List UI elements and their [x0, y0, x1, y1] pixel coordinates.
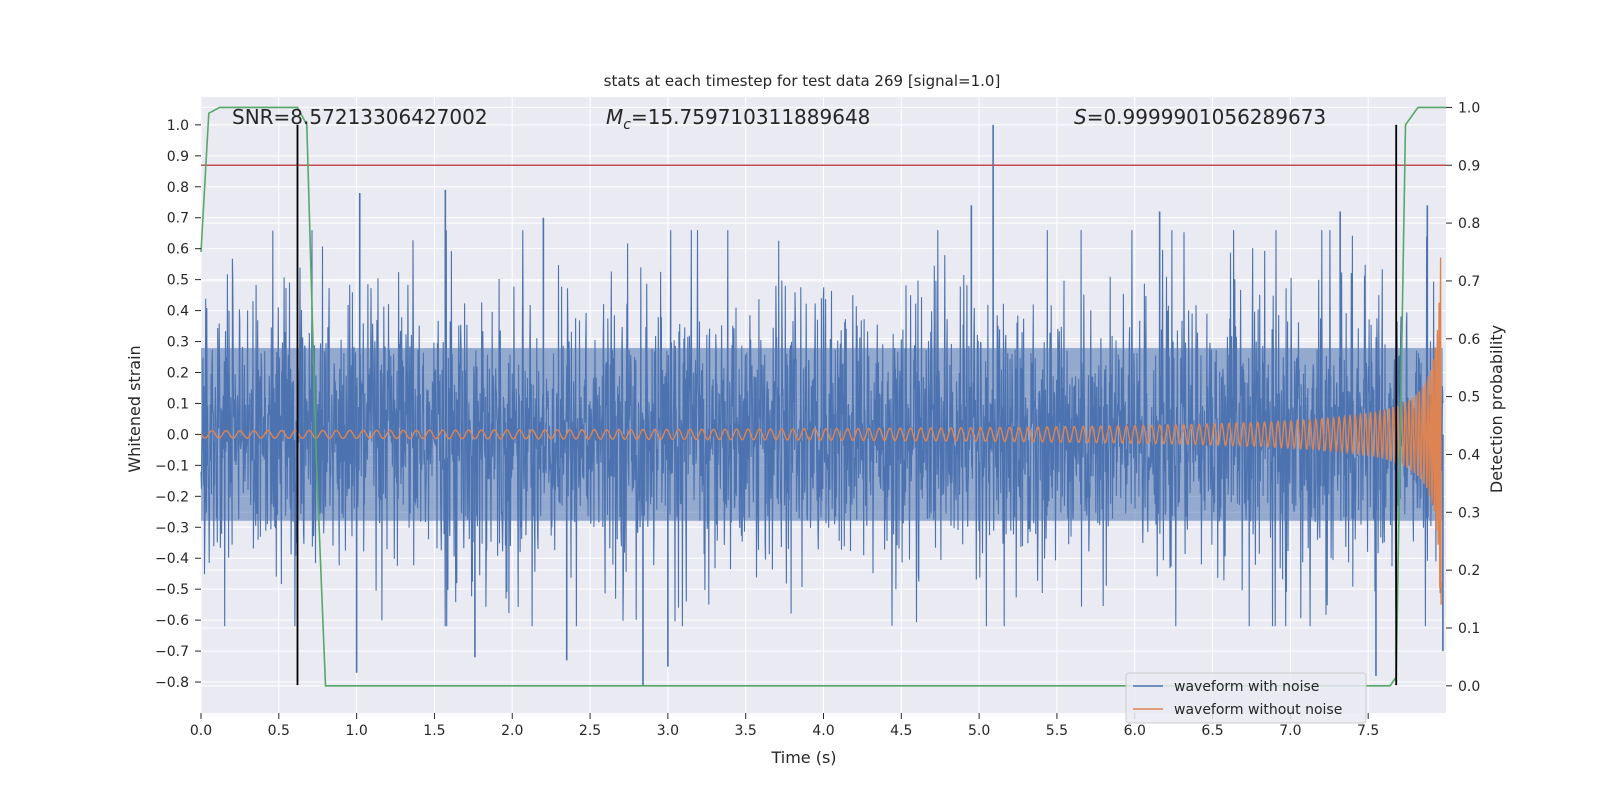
legend-label-clean: waveform without noise [1174, 702, 1342, 718]
x-tick-label: 2.0 [501, 723, 523, 739]
y2-tick-label: 0.7 [1458, 274, 1480, 290]
y-tick-label: 1.0 [167, 118, 189, 134]
y2-tick-label: 0.3 [1458, 505, 1480, 521]
y-tick-label: −0.2 [155, 489, 189, 505]
y-tick-label: −0.1 [155, 458, 189, 474]
x-tick-label: 1.5 [423, 723, 445, 739]
y-tick-label: −0.3 [155, 520, 189, 536]
s-value: =0.9999901056289673 [1087, 105, 1326, 129]
x-tick-label: 5.5 [1046, 723, 1068, 739]
y-tick-label: 0.3 [167, 335, 189, 351]
y2-tick-label: 0.8 [1458, 216, 1480, 232]
x-tick-label: 0.5 [268, 723, 290, 739]
y-tick-label: 0.2 [167, 365, 189, 381]
y-tick-label: 0.1 [167, 396, 189, 412]
s-annotation: S=0.9999901056289673 [1074, 105, 1326, 129]
series-waveform-without-noise [200, 257, 1442, 605]
x-tick-label: 7.0 [1279, 723, 1301, 739]
y-tick-label: −0.7 [155, 644, 189, 660]
x-tick-label: 1.0 [345, 723, 367, 739]
y-tick-label: −0.6 [155, 613, 189, 629]
x-tick-label: 7.5 [1357, 723, 1379, 739]
y2-tick-label: 0.6 [1458, 332, 1480, 348]
x-tick-label: 6.5 [1201, 723, 1223, 739]
series-layer [200, 106, 1446, 687]
y2-tick-label: 0.1 [1458, 621, 1480, 637]
x-tick-label: 4.5 [890, 723, 912, 739]
mc-subscript: c [623, 117, 631, 133]
legend-label-noisy: waveform with noise [1174, 679, 1319, 695]
legend: waveform with noise waveform without noi… [1125, 672, 1367, 724]
s-symbol: S [1074, 105, 1087, 129]
y-tick-label: −0.8 [155, 675, 189, 691]
y2-tick-label: 0.2 [1458, 563, 1480, 579]
y-tick-label: −0.4 [155, 551, 189, 567]
y-tick-label: 0.4 [167, 304, 189, 320]
x-tick-label: 6.0 [1124, 723, 1146, 739]
y-tick-label: 0.5 [167, 273, 189, 289]
y-axis-label: Whitened strain [125, 345, 144, 472]
y-tick-label: 0.6 [167, 242, 189, 258]
noise-band [201, 348, 1443, 521]
y2-tick-label: 0.4 [1458, 447, 1480, 463]
y-tick-label: −0.5 [155, 582, 189, 598]
x-tick-label: 5.0 [968, 723, 990, 739]
legend-box [1125, 672, 1367, 724]
y2-tick-label: 1.0 [1458, 100, 1480, 116]
series-detection-probability [200, 106, 1446, 687]
mc-symbol: M [606, 105, 623, 129]
x-tick-label: 0.0 [190, 723, 212, 739]
x-tick-label: 3.0 [657, 723, 679, 739]
x-axis-label: Time (s) [770, 748, 836, 767]
x-tick-label: 3.5 [735, 723, 757, 739]
y-tick-label: 0.9 [167, 149, 189, 165]
y2-tick-label: 0.9 [1458, 158, 1480, 174]
x-tick-label: 4.0 [812, 723, 834, 739]
chirp-mass-annotation: Mc=15.759710311889648 [606, 105, 870, 133]
y2-tick-label: 0.0 [1458, 679, 1480, 695]
y2-tick-label: 0.5 [1458, 390, 1480, 406]
y-tick-label: 0.8 [167, 180, 189, 196]
y2-axis-label: Detection probability [1487, 325, 1506, 493]
y-tick-label: 0.0 [167, 427, 189, 443]
chart-title: stats at each timestep for test data 269… [604, 72, 1001, 90]
snr-annotation: SNR=8.57213306427002 [232, 105, 488, 129]
y-tick-label: 0.7 [167, 211, 189, 227]
axes: 0.0 0.5 1.0 1.5 2.0 2.5 3.0 3.5 4.0 4.5 5.0 5.5 6.0 6… [155, 100, 1480, 739]
x-tick-label: 2.5 [579, 723, 601, 739]
mc-value: =15.759710311889648 [631, 105, 870, 129]
